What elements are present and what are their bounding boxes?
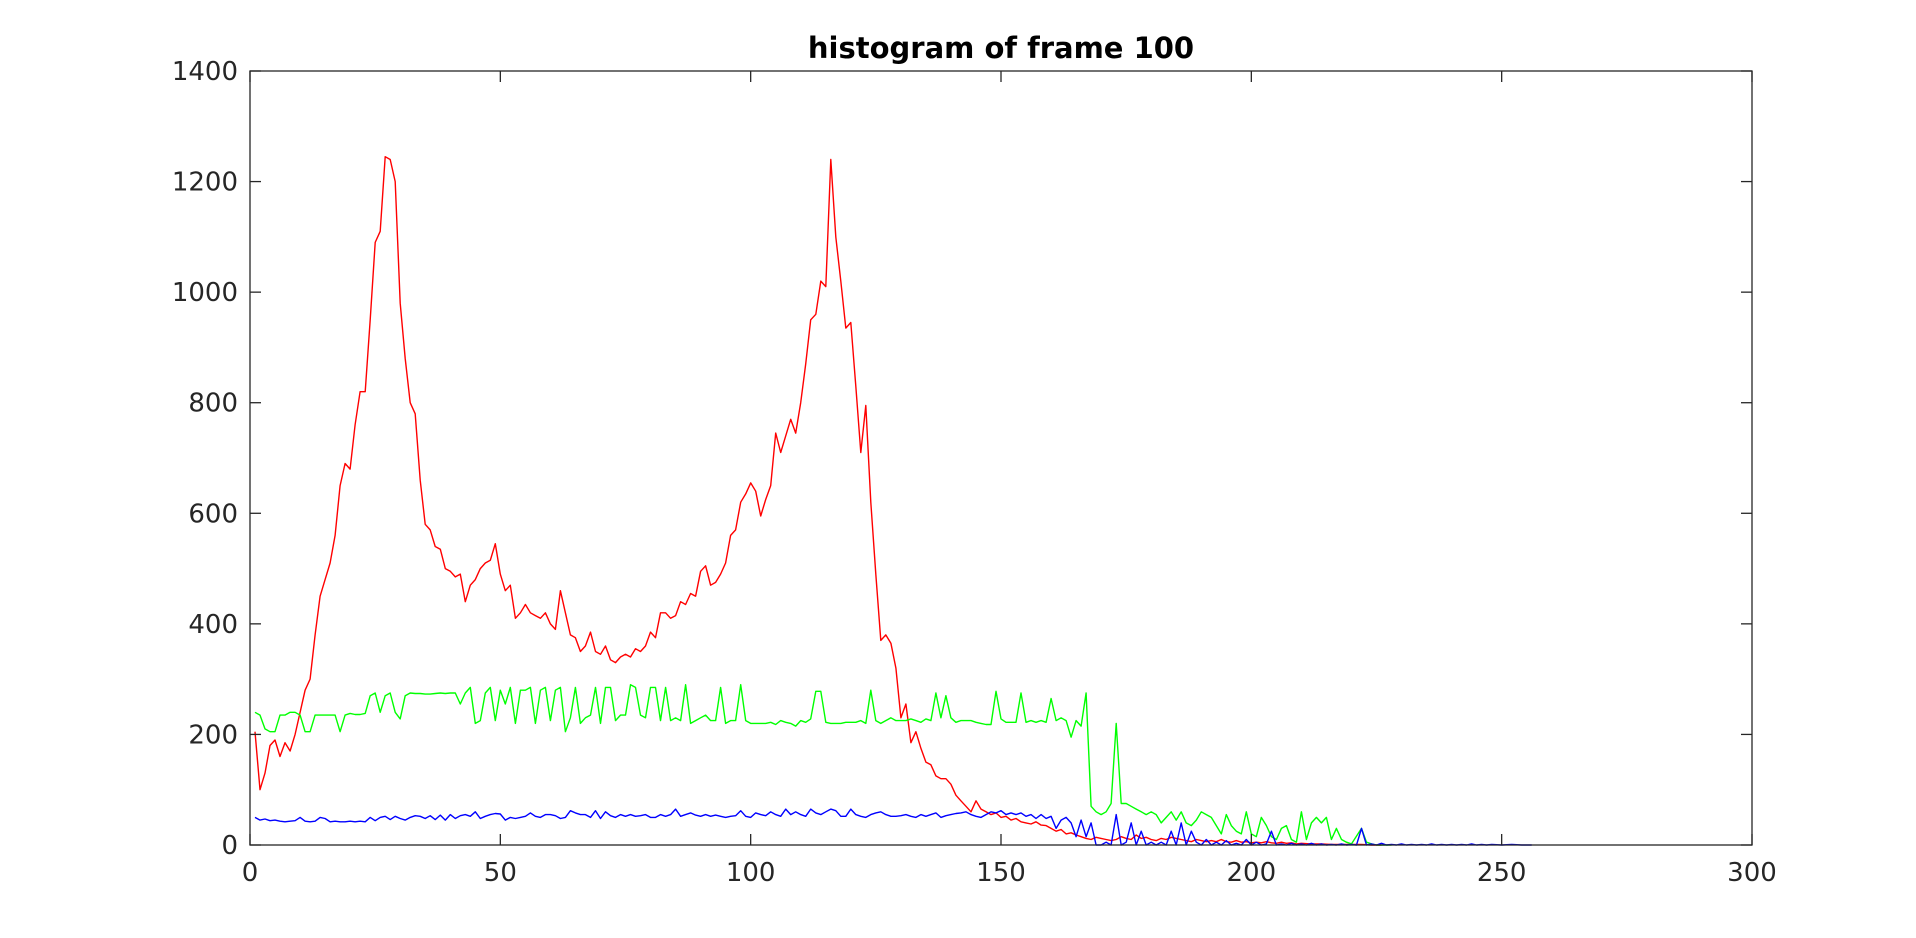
- x-tick-label: 150: [976, 858, 1026, 888]
- y-tick-label: 1200: [172, 168, 238, 198]
- series-layer: [254, 156, 1532, 846]
- axes-layer: 0 50 100 150 200 250 300 0 200 400 600 800 1000 1200 1…: [172, 57, 1777, 888]
- series-line-2: [254, 808, 1532, 846]
- x-tick-label: 200: [1227, 858, 1277, 888]
- chart-title: histogram of frame 100: [808, 31, 1194, 65]
- x-tick-label: 300: [1727, 858, 1777, 888]
- x-tick-label: 100: [726, 858, 776, 888]
- y-tick-label: 1000: [172, 278, 238, 308]
- y-tick-label: 200: [188, 720, 238, 750]
- x-tick-label: 250: [1477, 858, 1527, 888]
- y-tick-label: 600: [188, 499, 238, 529]
- y-tick-label: 800: [188, 389, 238, 419]
- series-line-1: [254, 684, 1392, 846]
- series-line-0: [254, 156, 1382, 846]
- x-tick-label: 0: [242, 858, 259, 888]
- x-tick-label: 50: [484, 858, 517, 888]
- y-tick-label: 1400: [172, 57, 238, 87]
- y-tick-label: 0: [221, 831, 238, 861]
- y-tick-label: 400: [188, 610, 238, 640]
